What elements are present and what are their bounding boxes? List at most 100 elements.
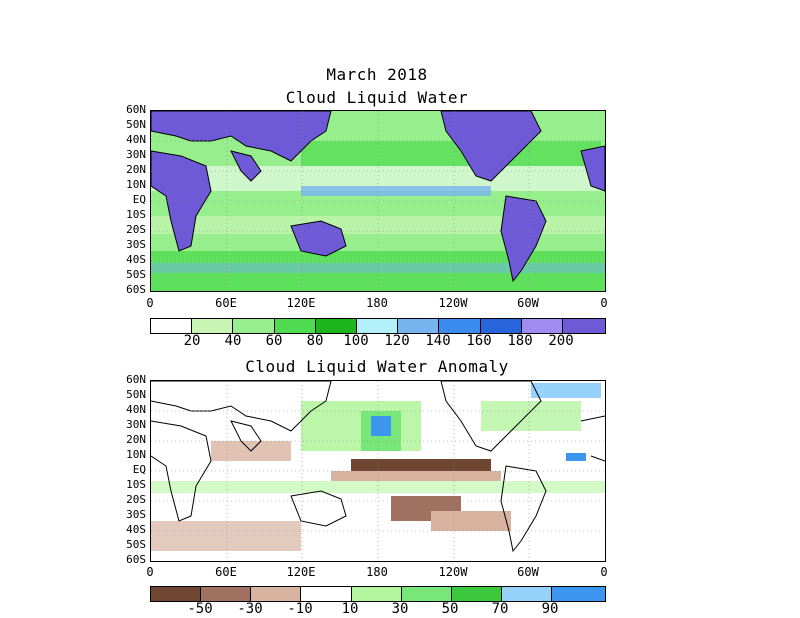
itcz-band — [301, 186, 491, 196]
colorbar-cell — [562, 319, 606, 333]
africa-land — [151, 150, 212, 252]
colorbar-cell — [151, 587, 202, 601]
lon-label: 180 — [366, 565, 388, 579]
lat-label: 50S — [126, 268, 146, 281]
colorbar-cell — [398, 319, 440, 333]
lat-label: 40S — [126, 523, 146, 536]
lon-label: 60W — [517, 296, 539, 310]
lon-label: 60W — [517, 565, 539, 579]
lon-label: 60E — [215, 565, 237, 579]
colorbar-label: 100 — [343, 333, 369, 349]
lon-label: 120E — [286, 296, 316, 310]
south-america-land — [500, 195, 547, 283]
lon-label: 120W — [438, 296, 468, 310]
colorbar-cell — [552, 587, 606, 601]
africa-west-land — [580, 145, 605, 192]
colorbar-cell — [274, 319, 316, 333]
lat-label: 60S — [126, 553, 146, 566]
lat-label: 30S — [126, 508, 146, 521]
lat-label: EQ — [132, 463, 146, 476]
colorbar-cell — [301, 587, 352, 601]
colorbar-label: 30 — [391, 601, 409, 617]
lon-label: 0 — [146, 296, 154, 310]
north-america-land — [440, 111, 542, 182]
colorbar-cell — [233, 319, 275, 333]
north-storm-band — [301, 141, 601, 166]
lat-label: 60N — [126, 103, 146, 116]
colorbar-label: 140 — [425, 333, 451, 349]
colorbar-label: 160 — [466, 333, 492, 349]
lat-label: 10S — [126, 208, 146, 221]
lat-label: 20S — [126, 493, 146, 506]
colorbar-cell — [351, 587, 402, 601]
colorbar-cell — [480, 319, 522, 333]
map2-title: Cloud Liquid Water Anomaly — [245, 357, 509, 376]
colorbar-cell — [451, 587, 502, 601]
colorbar-cell — [151, 319, 193, 333]
lon-label: 120W — [438, 565, 468, 579]
lat-label: 20S — [126, 223, 146, 236]
lat-label: 30N — [126, 418, 146, 431]
lat-label: 40S — [126, 253, 146, 266]
map2-panel — [150, 380, 606, 562]
colorbar-label: -50 — [187, 601, 213, 617]
lon-label: 180 — [366, 296, 388, 310]
lon-label: 60E — [215, 296, 237, 310]
colorbar-cell — [401, 587, 452, 601]
colorbar-label: 180 — [507, 333, 533, 349]
colorbar-label: 50 — [441, 601, 459, 617]
eurasia-land — [151, 111, 332, 162]
colorbar-cell — [439, 319, 481, 333]
map1-svg — [151, 111, 605, 291]
land-masses — [151, 111, 605, 283]
colorbar-cell — [501, 587, 552, 601]
colorbar-label: 200 — [548, 333, 574, 349]
lat-label: 20N — [126, 433, 146, 446]
colorbar-cell — [192, 319, 234, 333]
lat-label: 30S — [126, 238, 146, 251]
colorbar-label: -10 — [287, 601, 313, 617]
lat-label: 30N — [126, 148, 146, 161]
colorbar-cell — [251, 587, 302, 601]
lat-label: 10N — [126, 448, 146, 461]
lat-label: 10N — [126, 178, 146, 191]
colorbar-label: 90 — [541, 601, 559, 617]
lon-label: 0 — [600, 296, 608, 310]
colorbar-label: 20 — [183, 333, 201, 349]
lat-label: 10S — [126, 478, 146, 491]
lat-label: EQ — [132, 193, 146, 206]
colorbar-cell — [201, 587, 252, 601]
colorbar-label: 60 — [265, 333, 283, 349]
map1-title: Cloud Liquid Water — [285, 88, 469, 107]
colorbar-label: 120 — [384, 333, 410, 349]
colorbar-cell — [315, 319, 357, 333]
colorbar-cell — [521, 319, 563, 333]
lon-label: 120E — [286, 565, 316, 579]
lat-label: 40N — [126, 133, 146, 146]
lon-label: 0 — [600, 565, 608, 579]
subtropic-low-band-south — [151, 216, 605, 234]
lat-label: 50N — [126, 388, 146, 401]
map2-svg — [151, 381, 605, 561]
india-land — [230, 150, 262, 182]
colorbar-label: -30 — [237, 601, 263, 617]
lat-label: 50N — [126, 118, 146, 131]
negative-anomaly-band — [351, 459, 491, 471]
colorbar-label: 10 — [341, 601, 359, 617]
lat-label: 40N — [126, 403, 146, 416]
map1-panel — [150, 110, 606, 292]
anomaly-patches — [151, 383, 605, 551]
colorbar-label: 40 — [224, 333, 242, 349]
colorbar-cell — [356, 319, 399, 333]
lat-label: 60N — [126, 373, 146, 386]
map1-colorbar — [150, 318, 606, 334]
lat-label: 60S — [126, 283, 146, 296]
lon-label: 0 — [146, 565, 154, 579]
australia-land — [290, 220, 347, 257]
colorbar-label: 70 — [491, 601, 509, 617]
colorbar-label: 80 — [306, 333, 324, 349]
map2-colorbar — [150, 586, 606, 602]
lat-label: 20N — [126, 163, 146, 176]
figure-period-title: March 2018 — [326, 65, 428, 84]
lat-label: 50S — [126, 538, 146, 551]
